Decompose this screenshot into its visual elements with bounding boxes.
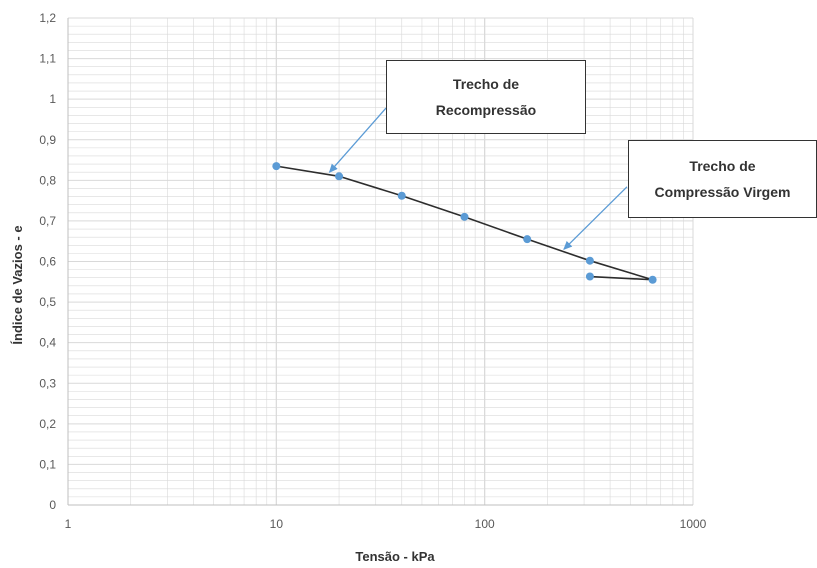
y-tick-label: 1,2 xyxy=(39,11,56,25)
data-point-marker xyxy=(272,162,281,171)
x-tick-label: 1000 xyxy=(680,517,707,531)
annotation-arrow xyxy=(563,186,628,251)
annotation-recompression: Trecho de Recompressão xyxy=(386,60,586,134)
data-point-marker xyxy=(397,191,406,200)
x-axis-title: Tensão - kPa xyxy=(355,549,435,564)
x-tick-label: 10 xyxy=(270,517,284,531)
x-tick-label: 100 xyxy=(475,517,495,531)
y-tick-label: 0,2 xyxy=(39,417,56,431)
annotation-virgin-compression: Trecho de Compressão Virgem xyxy=(628,140,817,218)
y-tick-label: 0,6 xyxy=(39,255,56,269)
axes: 0 0,1 0,2 0,3 0,4 0,5 0,6 0,7 0,8 0,9 1 1,1 1,2 1 10 10… xyxy=(39,11,706,531)
y-tick-label: 0,7 xyxy=(39,214,56,228)
annotation-arrows xyxy=(328,107,628,251)
data-series xyxy=(272,162,657,284)
data-point-marker xyxy=(523,235,532,244)
y-tick-label: 1,1 xyxy=(39,52,56,66)
data-point-marker xyxy=(585,272,594,281)
data-point-marker xyxy=(585,256,594,265)
series-line xyxy=(276,165,654,281)
y-tick-label: 0,3 xyxy=(39,376,56,390)
y-tick-label: 0,1 xyxy=(39,457,56,471)
y-tick-label: 0,4 xyxy=(39,336,56,350)
x-tick-label: 1 xyxy=(65,517,72,531)
data-point-marker xyxy=(335,172,344,181)
y-tick-label: 0 xyxy=(49,498,56,512)
data-point-marker xyxy=(648,275,657,284)
y-tick-label: 0,8 xyxy=(39,173,56,187)
data-point-marker xyxy=(460,212,469,221)
annotation-arrow xyxy=(328,107,387,173)
y-tick-label: 0,9 xyxy=(39,133,56,147)
y-tick-label: 0,5 xyxy=(39,295,56,309)
grid-lines xyxy=(67,17,694,506)
y-tick-label: 1 xyxy=(49,92,56,106)
y-axis-title: Índice de Vazios - e xyxy=(10,225,25,344)
